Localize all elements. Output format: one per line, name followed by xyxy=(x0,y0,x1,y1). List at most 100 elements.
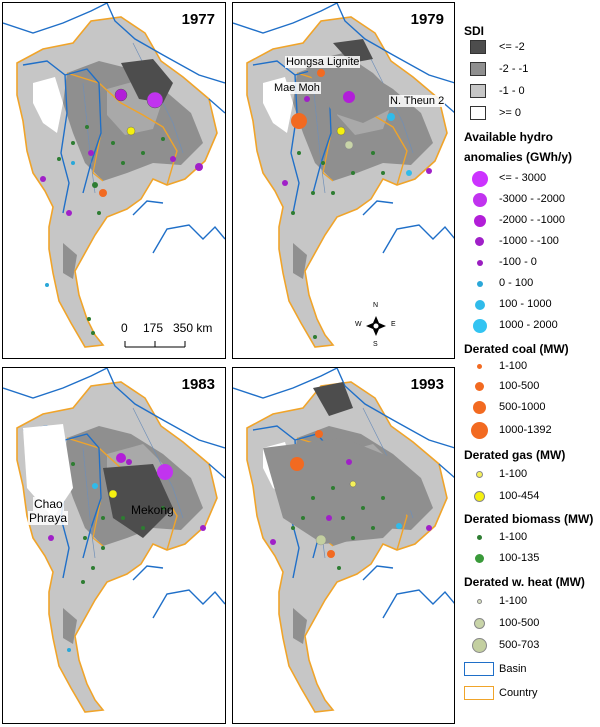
hydro-marker xyxy=(426,168,432,174)
legend-hydro-item: 1000 - 2000 xyxy=(462,317,598,335)
legend-heat-item: 500-703 xyxy=(462,637,598,655)
legend-heat-item: 100-500 xyxy=(462,615,598,633)
compass-w: W xyxy=(355,321,362,328)
hydro-marker xyxy=(200,525,206,531)
legend-biomass-item: 1-100 xyxy=(462,529,598,547)
legend-gas-item: 1-100 xyxy=(462,466,598,484)
hydro-marker xyxy=(343,91,355,103)
hydro-marker xyxy=(67,648,71,652)
gas-marker xyxy=(336,126,346,136)
compass-s: S xyxy=(373,341,378,348)
scale-bar xyxy=(124,341,186,348)
legend-sdi-item: -1 - 0 xyxy=(462,83,598,101)
heat-marker xyxy=(344,140,354,150)
panel-year: 1977 xyxy=(181,11,215,28)
hydro-marker xyxy=(88,150,94,156)
panel-year: 1983 xyxy=(181,376,215,393)
biomass-markers xyxy=(291,486,385,570)
hydro-marker xyxy=(92,483,98,489)
legend-sdi-item: -2 - -1 xyxy=(462,61,598,79)
legend-heat-item: 1-100 xyxy=(462,593,598,611)
hydro-marker xyxy=(116,453,126,463)
label-hongsa-lignite: Hongsa Lignite xyxy=(285,56,361,68)
legend-hydro-title-2: anomalies (GWh/y) xyxy=(464,150,573,164)
legend-sdi-item: >= 0 xyxy=(462,105,598,123)
hydro-marker xyxy=(346,459,352,465)
hydro-marker xyxy=(45,283,49,287)
legend-hydro-item: 100 - 1000 xyxy=(462,296,598,314)
gas-marker xyxy=(126,126,136,136)
hydro-marker xyxy=(170,156,176,162)
label-phraya: Phraya xyxy=(28,511,69,525)
hydro-marker xyxy=(406,170,412,176)
legend-coal-item: 500-1000 xyxy=(462,399,598,417)
legend-hydro-item: -100 - 0 xyxy=(462,254,598,272)
legend-hydro-item: -1000 - -100 xyxy=(462,233,598,251)
map-1979-svg xyxy=(233,3,454,348)
map-panel-1979: 1979 Hongsa Lignite Mae Moh N. Theun 2 N… xyxy=(232,2,455,359)
gas-marker xyxy=(349,480,357,488)
legend-basin: Basin xyxy=(462,661,598,679)
label-n-theun-2: N. Theun 2 xyxy=(389,95,446,107)
map-1983-svg xyxy=(3,368,225,713)
coal-marker xyxy=(315,430,323,438)
hydro-marker xyxy=(304,96,310,102)
legend-country: Country xyxy=(462,685,598,703)
hydro-marker xyxy=(270,539,276,545)
hydro-marker xyxy=(157,464,173,480)
legend-biomass-title: Derated biomass (MW) xyxy=(464,512,594,526)
legend-hydro-title-1: Available hydro xyxy=(464,130,553,144)
coal-marker xyxy=(327,550,335,558)
map-panel-1977: 1977 0 175 350 km xyxy=(2,2,226,359)
hydro-marker xyxy=(48,535,54,541)
gas-marker xyxy=(108,489,118,499)
legend-hydro-item: -2000 - -1000 xyxy=(462,212,598,230)
compass-n: N xyxy=(373,302,379,309)
panel-year: 1993 xyxy=(410,376,444,393)
coal-marker xyxy=(290,457,304,471)
panel-year: 1979 xyxy=(410,11,444,28)
map-1993-svg xyxy=(233,368,454,713)
legend-coal-item: 1000-1392 xyxy=(462,422,598,440)
compass-rose xyxy=(366,316,386,336)
scale-tick-350: 350 km xyxy=(173,321,213,335)
label-mae-moh: Mae Moh xyxy=(273,82,321,94)
map-panel-1983: 1983 Chao Phraya Mekong xyxy=(2,367,226,724)
hydro-marker xyxy=(146,91,164,109)
scale-tick-175: 175 xyxy=(143,321,164,335)
hydro-marker xyxy=(126,459,132,465)
map-legend: SDI <= -2 -2 - -1 -1 - 0 >= 0 Available … xyxy=(462,2,598,724)
coal-marker xyxy=(99,189,107,197)
label-mekong: Mekong xyxy=(131,503,174,517)
map-panel-1993: 1993 xyxy=(232,367,455,724)
hydro-marker xyxy=(71,161,75,165)
hydro-marker xyxy=(114,88,128,102)
hydro-marker xyxy=(387,113,395,121)
legend-coal-item: 1-100 xyxy=(462,358,598,376)
biomass-markers xyxy=(57,125,165,335)
coal-marker xyxy=(291,113,307,129)
legend-sdi-title: SDI xyxy=(464,24,485,38)
scale-tick-0: 0 xyxy=(121,321,128,335)
compass-e: E xyxy=(391,321,396,328)
legend-heat-title: Derated w. heat (MW) xyxy=(464,575,585,589)
hydro-marker xyxy=(396,523,402,529)
biomass-markers xyxy=(291,151,385,339)
hydro-marker xyxy=(282,180,288,186)
legend-coal-title: Derated coal (MW) xyxy=(464,342,569,356)
legend-biomass-item: 100-135 xyxy=(462,550,598,568)
hydro-marker xyxy=(326,515,332,521)
legend-gas-title: Derated gas (MW) xyxy=(464,448,566,462)
legend-sdi-item: <= -2 xyxy=(462,39,598,57)
hydro-marker xyxy=(426,525,432,531)
hydro-marker xyxy=(40,176,46,182)
label-chao: Chao xyxy=(33,497,64,511)
legend-hydro-item: -3000 - -2000 xyxy=(462,191,598,209)
legend-hydro-item: <= - 3000 xyxy=(462,170,598,188)
hydro-marker xyxy=(66,210,72,216)
heat-marker xyxy=(315,534,327,546)
legend-coal-item: 100-500 xyxy=(462,378,598,396)
hydro-marker xyxy=(195,163,203,171)
coal-marker xyxy=(317,69,325,77)
biomass-markers xyxy=(71,462,165,584)
